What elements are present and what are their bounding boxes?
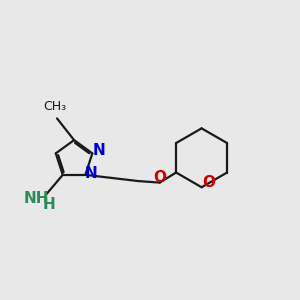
Text: O: O (153, 169, 166, 184)
Text: H: H (43, 197, 56, 212)
Text: CH₃: CH₃ (43, 100, 66, 113)
Text: N: N (85, 166, 97, 181)
Text: NH: NH (24, 190, 49, 206)
Text: N: N (93, 143, 106, 158)
Text: O: O (202, 175, 215, 190)
